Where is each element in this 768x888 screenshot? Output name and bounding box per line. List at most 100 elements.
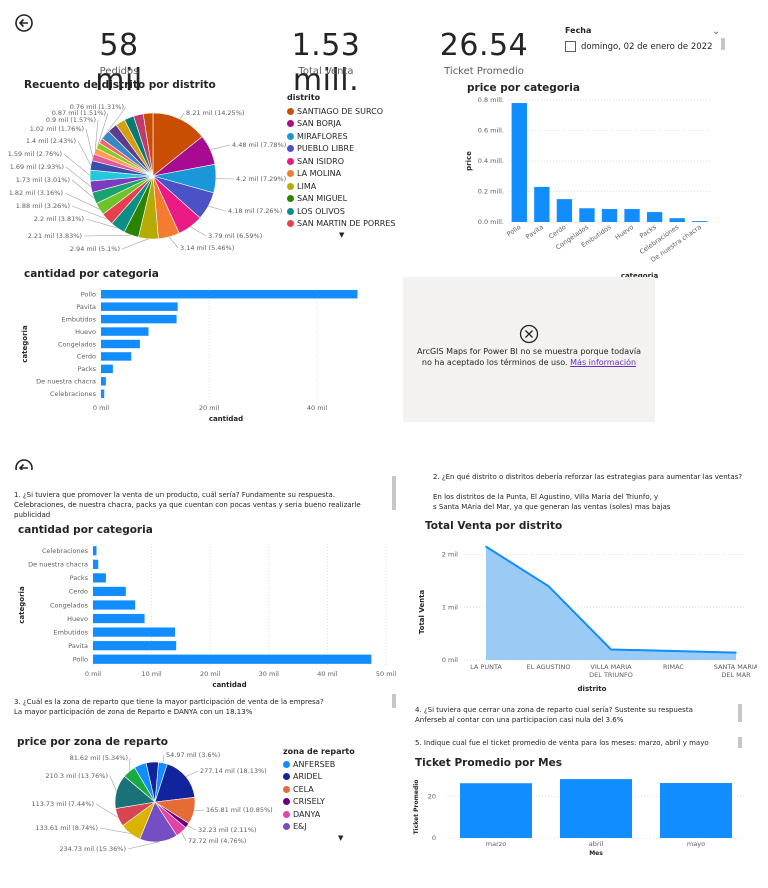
y-tick-label: Pollo bbox=[73, 656, 88, 664]
pie-slice[interactable] bbox=[152, 112, 203, 177]
legend-item[interactable]: SAN MIGUEL bbox=[287, 193, 397, 206]
question-5-scrollbar[interactable] bbox=[738, 737, 742, 748]
bar[interactable] bbox=[93, 600, 136, 610]
legend-item[interactable]: LIMA bbox=[287, 180, 397, 193]
bar[interactable] bbox=[556, 199, 573, 222]
legend-item[interactable]: CELA bbox=[283, 783, 373, 796]
bar[interactable] bbox=[660, 783, 732, 838]
y-tick-label: De nuestra chacra bbox=[36, 378, 96, 386]
data-point[interactable] bbox=[610, 648, 612, 651]
y-tick-label: Packs bbox=[70, 574, 89, 582]
bar[interactable] bbox=[93, 627, 176, 637]
pie-data-label: 8.21 mil (14.25%) bbox=[186, 109, 244, 117]
pie-leader-line bbox=[187, 825, 197, 831]
legend-item[interactable]: SAN MARTIN DE PORRES bbox=[287, 218, 397, 231]
bar[interactable] bbox=[534, 186, 550, 222]
pie-leader-line bbox=[97, 112, 109, 146]
legend-swatch bbox=[283, 760, 290, 768]
bar[interactable] bbox=[511, 103, 527, 222]
bar[interactable] bbox=[93, 546, 97, 556]
pie-leader-line bbox=[85, 128, 94, 158]
question-3-scrollbar[interactable] bbox=[392, 694, 396, 708]
legend-label: SAN BORJA bbox=[297, 119, 342, 129]
total-venta-distrito-chart[interactable]: 0 mil 1 mil 2 mil LA PUNTA EL AGUSTINO VILLA … bbox=[412, 540, 757, 695]
kpi-total-venta-value: 1.53 mill. bbox=[291, 28, 361, 98]
bar[interactable] bbox=[101, 314, 177, 324]
question-1-text: 1. ¿Si tuviera que promover la venta de … bbox=[14, 491, 335, 499]
bar[interactable] bbox=[101, 339, 140, 349]
zona-pie-chart[interactable]: 54.97 mil (3.6%) 277.14 mil (18.13%) 165.8… bbox=[0, 748, 285, 858]
bar[interactable] bbox=[93, 641, 177, 651]
bar[interactable] bbox=[669, 218, 685, 222]
bar[interactable] bbox=[101, 364, 113, 374]
y-tick-label: 0.4 mill. bbox=[478, 157, 504, 165]
bar[interactable] bbox=[93, 573, 106, 583]
legend-item[interactable]: DANYA bbox=[283, 808, 373, 821]
ticket-mes-chart[interactable]: 0 20 marzo abril mayo Ticket Promedio Mes bbox=[408, 770, 753, 865]
checkbox[interactable] bbox=[565, 41, 576, 52]
cantidad-categoria-top-chart[interactable]: 0 mil 20 mil 40 mil Pollo Pavita Embutidos Hue… bbox=[15, 283, 380, 433]
question-4-scrollbar[interactable] bbox=[738, 704, 742, 722]
pie-data-label: 1.73 mil (3.01%) bbox=[16, 176, 70, 184]
chevron-down-icon[interactable]: ⌄ bbox=[712, 26, 721, 37]
x-tick-label: VILLA MARIA bbox=[590, 663, 632, 671]
back-button-2[interactable] bbox=[14, 458, 34, 470]
data-point[interactable] bbox=[485, 545, 487, 548]
legend-item[interactable]: MIRAFLORES bbox=[287, 130, 397, 143]
bar[interactable] bbox=[93, 586, 126, 597]
bar[interactable] bbox=[101, 302, 178, 311]
bar[interactable] bbox=[646, 212, 663, 222]
legend-item[interactable]: LA MOLINA bbox=[287, 168, 397, 181]
question-5: 5. Indique cual fue el ticket promedio d… bbox=[415, 739, 709, 747]
bar[interactable] bbox=[101, 389, 105, 399]
bar[interactable] bbox=[93, 559, 99, 569]
pie-distrito-chart[interactable]: 8.21 mil (14.25%) 4.48 mil (7.78%) 4.2 mil… bbox=[0, 95, 290, 260]
bar[interactable] bbox=[560, 779, 632, 838]
bar[interactable] bbox=[692, 221, 708, 222]
data-point[interactable] bbox=[672, 650, 675, 652]
pie-slice[interactable] bbox=[145, 761, 159, 803]
legend-item[interactable]: SAN BORJA bbox=[287, 118, 397, 131]
legend-item[interactable]: ANFERSEB bbox=[283, 758, 373, 771]
legend-item[interactable]: ARIDEL bbox=[283, 771, 373, 784]
fecha-slicer-option[interactable]: domingo, 02 de enero de 2022 bbox=[565, 41, 730, 52]
legend-swatch bbox=[283, 798, 290, 806]
legend-item[interactable]: SANTIAGO DE SURCO bbox=[287, 105, 397, 118]
more-info-link[interactable]: Más información bbox=[570, 358, 637, 367]
bar[interactable] bbox=[101, 352, 132, 361]
legend-item[interactable]: LOS OLIVOS bbox=[287, 205, 397, 218]
back-arrow-icon bbox=[15, 459, 33, 470]
legend-label: SANTIAGO DE SURCO bbox=[297, 106, 384, 116]
legend-scroll-down-icon[interactable]: ▼ bbox=[338, 834, 344, 842]
legend-item[interactable]: E&J bbox=[283, 821, 373, 834]
price-categoria-chart[interactable]: 0.0 mill. 0.2 mill. 0.4 mill. 0.6 mill. 0.8 … bbox=[455, 92, 725, 278]
legend-label: SAN MIGUEL bbox=[297, 194, 348, 204]
bar[interactable] bbox=[460, 783, 532, 838]
legend-item[interactable]: SAN ISIDRO bbox=[287, 155, 397, 168]
bar[interactable] bbox=[101, 289, 358, 299]
bar[interactable] bbox=[101, 327, 149, 336]
legend-item[interactable]: CRISELY bbox=[283, 796, 373, 809]
back-button[interactable] bbox=[14, 13, 34, 33]
legend-scroll-down-icon[interactable]: ▼ bbox=[339, 231, 345, 239]
bar[interactable] bbox=[93, 654, 372, 664]
pie-leader-line bbox=[63, 153, 91, 176]
kpi-ticket-promedio-value: 26.54 bbox=[439, 28, 529, 63]
legend-item[interactable]: PUEBLO LIBRE bbox=[287, 143, 397, 156]
slicer-scrollbar[interactable] bbox=[721, 38, 725, 50]
pie-leader-line bbox=[210, 144, 231, 150]
legend-swatch bbox=[287, 157, 294, 165]
question-1-scrollbar[interactable] bbox=[392, 476, 396, 510]
bar[interactable] bbox=[601, 209, 618, 222]
x-tick-label: DEL MAR bbox=[721, 671, 751, 679]
data-point[interactable] bbox=[735, 651, 737, 654]
pie-slice[interactable] bbox=[142, 112, 154, 177]
pie-slice[interactable] bbox=[154, 763, 196, 803]
bar[interactable] bbox=[101, 377, 106, 386]
bar[interactable] bbox=[624, 209, 640, 222]
bar[interactable] bbox=[93, 613, 145, 624]
bar[interactable] bbox=[579, 208, 595, 222]
data-point[interactable] bbox=[547, 585, 550, 587]
cantidad-categoria-bottom-chart[interactable]: 0 mil 10 mil 20 mil 30 mil 40 mil 50 mil Celeb… bbox=[12, 540, 404, 690]
area-fill[interactable] bbox=[486, 546, 736, 660]
